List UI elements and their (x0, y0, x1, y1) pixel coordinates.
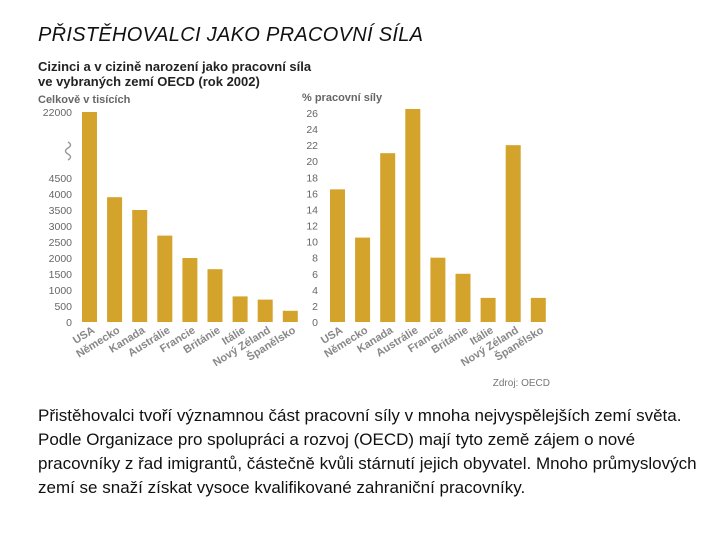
y-tick-label: 22000 (43, 107, 72, 119)
y-tick-label: 3000 (49, 221, 73, 233)
bar-itálie (232, 296, 248, 322)
chart-absolute: Celkově v tisících 0 500 1000 1500 2000 2500 3… (38, 94, 298, 369)
chart-percent: % pracovní síly 02468101214161820222426 … (302, 92, 546, 369)
body-paragraph: Přistěhovalci tvoří významnou část praco… (38, 406, 697, 497)
y-tick-label: 12 (306, 221, 318, 233)
bar-německo (355, 237, 371, 322)
bar-kanada (380, 153, 396, 322)
y-tick-label: 6 (312, 269, 318, 281)
y-tick-label: 16 (306, 188, 318, 200)
y-tick-label: 8 (312, 253, 318, 265)
y-tick-label: 26 (306, 108, 318, 120)
bar-francie (430, 257, 446, 322)
right-ylabel: % pracovní síly (302, 92, 383, 104)
slide-title: PŘISTĚHOVALCI JAKO PRACOVNÍ SÍLA (38, 24, 424, 46)
bar-nový-zéland (257, 299, 273, 322)
y-tick-label: 14 (306, 204, 318, 216)
bar-itálie (480, 297, 496, 322)
y-tick-label: 22 (306, 140, 318, 152)
bar-usa (330, 189, 345, 322)
y-tick-label: 2500 (49, 237, 73, 249)
y-tick-label: 500 (54, 301, 72, 313)
bar-británie (207, 269, 223, 322)
y-tick-label: 18 (306, 172, 318, 184)
bar-španělsko (530, 297, 546, 322)
y-tick-label: 24 (306, 124, 318, 136)
y-tick-label: 0 (66, 317, 72, 329)
bar-británie (455, 273, 471, 322)
bar-německo (107, 197, 123, 322)
figure-title-line1: Cizinci a v cizině narození jako pracovn… (38, 59, 312, 74)
bar-austrálie (157, 235, 173, 322)
y-tick-label: 4500 (49, 173, 73, 185)
bar-austrálie (405, 108, 421, 322)
axis-break-mark (64, 141, 72, 161)
y-tick-label: 0 (312, 317, 318, 329)
y-tick-label: 20 (306, 156, 318, 168)
left-ylabel: Celkově v tisících (38, 94, 131, 106)
bar-francie (182, 258, 198, 322)
bar-kanada (132, 210, 148, 322)
y-tick-label: 1000 (49, 285, 73, 297)
y-tick-label: 3500 (49, 205, 73, 217)
y-tick-label: 10 (306, 237, 318, 249)
chart-figure: Cizinci a v cizině narození jako pracovn… (38, 59, 550, 389)
bar-nový-zéland (505, 145, 521, 322)
y-tick-label: 4 (312, 285, 318, 297)
y-tick-label: 2000 (49, 253, 73, 265)
figure-title-line2: ve vybraných zemí OECD (rok 2002) (38, 74, 260, 89)
y-tick-label: 4000 (49, 189, 73, 201)
y-tick-label: 1500 (49, 269, 73, 281)
figure-source: Zdroj: OECD (493, 378, 550, 389)
bar-španělsko (282, 310, 298, 322)
bar-usa (82, 112, 97, 322)
y-tick-label: 2 (312, 301, 318, 313)
